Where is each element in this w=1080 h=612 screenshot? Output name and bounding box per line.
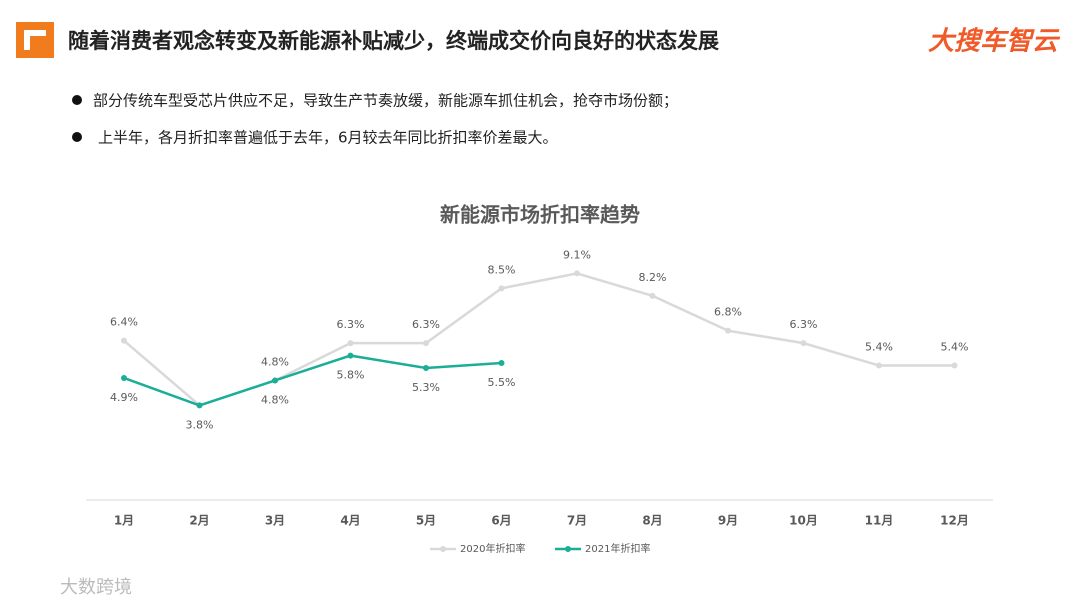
legend-marker — [440, 546, 446, 552]
data-label: 6.8% — [714, 306, 742, 319]
bullet-text: 上半年，各月折扣率普遍低于去年，6月较去年同比折扣率价差最大。 — [98, 129, 558, 147]
x-tick-label: 12月 — [940, 514, 969, 528]
x-tick-label: 4月 — [340, 514, 360, 528]
point — [951, 362, 958, 369]
x-tick-label: 11月 — [865, 514, 894, 528]
bullet-text: 部分传统车型受芯片供应不足，导致生产节奏放缓，新能源车抓住机会，抢夺市场份额； — [93, 92, 678, 110]
x-tick-label: 3月 — [265, 514, 285, 528]
legend-label: 2020年折扣率 — [460, 542, 525, 555]
data-label: 4.8% — [261, 355, 289, 368]
watermark: 大数跨境 — [60, 577, 132, 598]
point — [498, 285, 505, 292]
data-label: 6.3% — [790, 318, 818, 331]
data-label: 4.8% — [261, 393, 289, 406]
x-tick-label: 1月 — [114, 514, 134, 528]
point — [347, 340, 354, 347]
point — [498, 360, 505, 367]
plot: 1月 2月 3月 4月 5月 6月 7月 8月 9月 10月 11月 12月 6.4% 4.8% 6.3% 6… — [110, 248, 969, 555]
x-tick-label: 2月 — [189, 514, 209, 528]
point — [800, 340, 807, 347]
data-label: 6.3% — [337, 318, 365, 331]
data-label: 4.9% — [110, 391, 138, 404]
series-line — [123, 272, 955, 407]
point — [347, 352, 354, 359]
point — [649, 292, 656, 299]
data-label: 3.8% — [186, 418, 214, 431]
x-tick-label: 8月 — [642, 514, 662, 528]
legend-label: 2021年折扣率 — [585, 542, 650, 555]
data-label: 8.2% — [639, 271, 667, 284]
data-label: 6.4% — [110, 316, 138, 329]
x-tick-label: 6月 — [491, 514, 511, 528]
logo: 大搜车智云 — [928, 27, 1061, 57]
point — [272, 377, 278, 384]
chart-title: 新能源市场折扣率趋势 — [440, 203, 640, 227]
bullet-dot — [72, 132, 82, 142]
point — [423, 340, 429, 347]
data-label: 5.8% — [337, 369, 365, 382]
bullet-dot — [72, 95, 82, 105]
header-icon — [16, 22, 54, 58]
data-label: 5.3% — [412, 381, 440, 394]
point — [121, 374, 127, 381]
icon-core — [30, 36, 46, 50]
x-tick-label: 7月 — [567, 514, 587, 528]
x-tick-label: 10月 — [789, 514, 818, 528]
point — [196, 402, 203, 409]
series-line — [123, 354, 502, 407]
point — [121, 337, 127, 344]
point — [876, 362, 882, 369]
x-tick-label: 5月 — [416, 514, 436, 528]
slide-title: 随着消费者观念转变及新能源补贴减少，终端成交价向良好的状态发展 — [68, 29, 719, 53]
data-label: 5.4% — [865, 341, 893, 354]
point — [725, 327, 731, 334]
data-label: 5.4% — [941, 341, 969, 354]
data-label: 6.3% — [412, 318, 440, 331]
data-label: 9.1% — [563, 248, 591, 261]
data-label: 8.5% — [488, 263, 516, 276]
legend-marker — [565, 546, 571, 552]
point — [574, 270, 580, 277]
point — [423, 365, 429, 372]
x-tick-label: 9月 — [718, 514, 738, 528]
data-label: 5.5% — [488, 376, 516, 389]
